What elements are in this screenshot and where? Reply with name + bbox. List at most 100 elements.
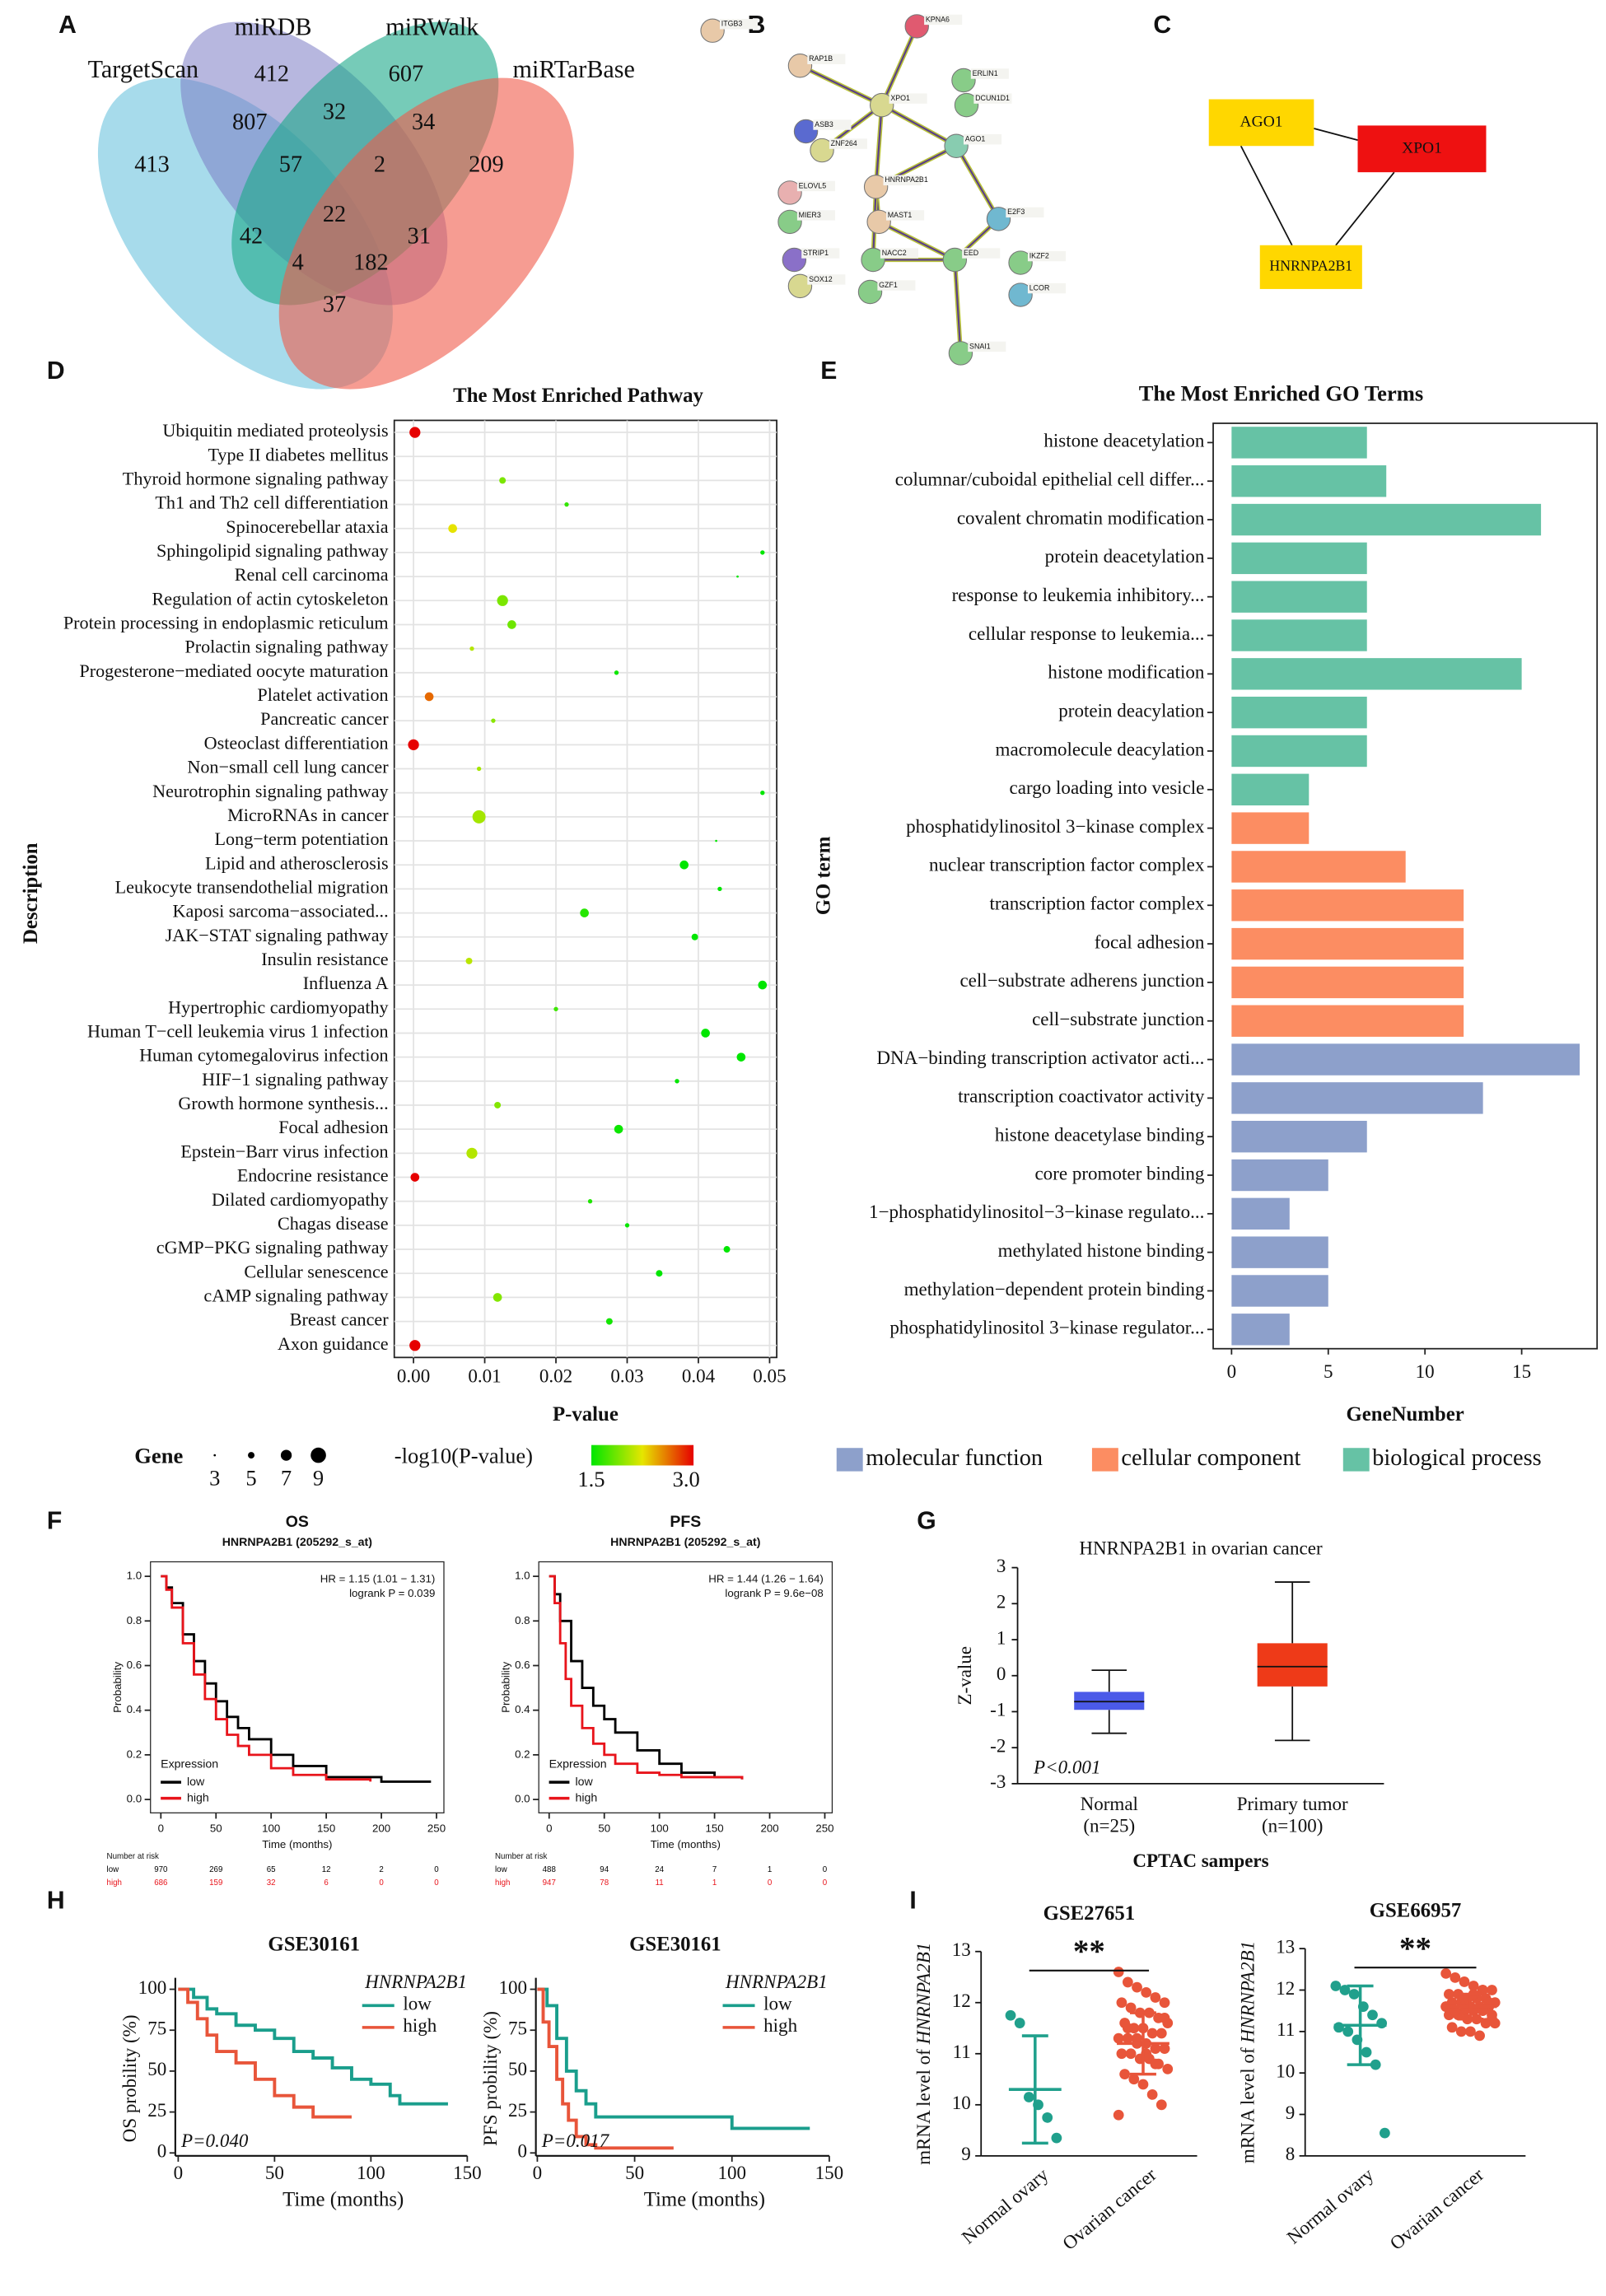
y-tick-label: 100 [498, 1976, 527, 1998]
annotation: P=0.017 [541, 2130, 610, 2151]
node-tag [963, 134, 1002, 145]
y-tick-label: 0.0 [515, 1793, 530, 1805]
y-tick-label: methylation−dependent protein binding [904, 1278, 1205, 1300]
node-tag [807, 54, 846, 64]
legend-label: 3 [209, 1465, 220, 1490]
y-axis-label: Z-value [954, 1646, 975, 1706]
point [1014, 2018, 1025, 2028]
y-axis-label: Description [20, 842, 42, 944]
chart-subtitle: HNRNPA2B1 (205292_s_at) [222, 1536, 373, 1549]
dot [656, 1270, 663, 1277]
node-tag [796, 210, 835, 221]
y-tick-label: 0.8 [127, 1614, 142, 1626]
dot [553, 1006, 558, 1011]
node-tag [924, 14, 963, 26]
point [1141, 1986, 1152, 1998]
dot [723, 1246, 731, 1253]
point [1023, 2092, 1034, 2102]
point [1376, 2018, 1388, 2029]
risk-value: 686 [154, 1878, 167, 1888]
node-tag [880, 248, 919, 259]
risk-value: 0 [434, 1878, 439, 1888]
point [1116, 1997, 1127, 2009]
y-tick-label: 0 [997, 1663, 1006, 1684]
significance: ** [1073, 1934, 1105, 1969]
edge [1335, 171, 1395, 246]
y-tick-label: protein deacylation [1058, 699, 1205, 721]
legend-label: cellular component [1121, 1445, 1300, 1471]
y-axis-label-gene: HNRNPA2B1 [913, 1943, 934, 2046]
node-label: ELOVL5 [799, 181, 827, 189]
dot [736, 1052, 746, 1062]
point [1440, 1967, 1452, 1979]
y-tick-label: cell−substrate junction [1032, 1008, 1205, 1029]
y-tick-label: 0.6 [515, 1659, 530, 1671]
y-tick-label: 0.4 [127, 1703, 142, 1715]
risk-value: 0 [823, 1865, 828, 1874]
dot [424, 692, 434, 702]
x-axis-label: Time (months) [651, 1838, 721, 1850]
y-tick-label: Sphingolipid signaling pathway [156, 540, 389, 561]
point [1155, 2028, 1167, 2039]
y-axis-label-text: mRNA level of [913, 2049, 934, 2165]
y-axis-label-text: mRNA level of [1237, 2047, 1258, 2163]
point [1474, 2030, 1485, 2042]
y-tick-label: Influenza A [303, 973, 389, 993]
node-tag [801, 248, 840, 259]
node-label: KPNA6 [926, 15, 950, 23]
y-tick-label: macromolecule deacylation [996, 738, 1205, 759]
y-tick-label: transcription factor complex [989, 893, 1204, 914]
y-axis-label: Probability [500, 1662, 512, 1713]
x-tick-label: 10 [1416, 1360, 1435, 1382]
x-tick-label: Ovarian cancer [1385, 2163, 1487, 2254]
dot [614, 670, 619, 675]
y-tick-label: cAMP signaling pathway [203, 1285, 388, 1305]
y-tick-label: Platelet activation [257, 684, 388, 705]
dot [408, 739, 419, 750]
y-tick-label: 3 [997, 1555, 1006, 1576]
point [1150, 2043, 1161, 2054]
survival-curve [549, 1575, 744, 1780]
y-axis-label: mRNA level of HNRNPA2B1 [1237, 1941, 1258, 2163]
x-tick-label: 100 [262, 1822, 280, 1834]
chart-title: GSE27651 [1043, 1902, 1136, 1925]
survival-curve [537, 1987, 674, 2150]
node [944, 133, 969, 158]
network-c: AGO1 XPO1 HNRNPA2B1 [1208, 99, 1487, 289]
y-tick-label: 2 [997, 1591, 1006, 1612]
point [1361, 2046, 1372, 2058]
risk-value: 0 [768, 1878, 773, 1888]
node-label: IKZF2 [1029, 251, 1049, 259]
bar [1231, 851, 1406, 883]
risk-value: 11 [656, 1878, 664, 1888]
chart-title: GSE30161 [629, 1933, 721, 1955]
x-tick-label: 0.01 [468, 1365, 501, 1386]
survival-curve [178, 1987, 448, 2106]
bar [1231, 1236, 1328, 1268]
legend-label: low [187, 1776, 205, 1789]
node [700, 18, 725, 43]
risk-title: Number at risk [495, 1852, 547, 1861]
y-tick-label: 0.2 [127, 1748, 142, 1760]
region-count: 412 [254, 62, 290, 87]
y-tick-label: Axon guidance [278, 1333, 389, 1354]
x-tick-label: 0 [1227, 1360, 1237, 1382]
y-tick-label: 12 [952, 1990, 971, 2011]
survival-curve [178, 1987, 352, 2119]
x-tick-label: 0 [158, 1822, 164, 1834]
region-count: 413 [134, 152, 170, 178]
node-tag [1027, 282, 1067, 294]
legend-label: 3.0 [673, 1467, 700, 1491]
x-tick-label: 150 [815, 2162, 844, 2183]
x-tick-label: 50 [265, 2162, 284, 2183]
set-label: miRTarBase [513, 55, 635, 83]
node-label: EED [964, 249, 978, 257]
y-tick-label: 0.6 [127, 1659, 142, 1671]
point [1487, 2014, 1497, 2025]
node-tag [813, 119, 852, 130]
node-label: NACC2 [882, 249, 907, 257]
venn-set [278, 77, 574, 390]
plot-frame [1212, 422, 1599, 1350]
legend-label: biological process [1372, 1445, 1541, 1471]
point [1113, 2109, 1124, 2121]
